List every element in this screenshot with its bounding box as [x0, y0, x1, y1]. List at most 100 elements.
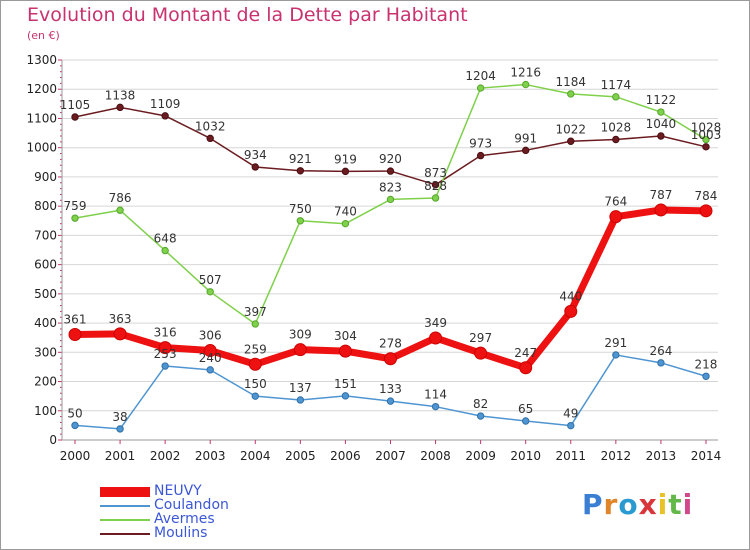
y-tick-label: 600	[34, 258, 57, 272]
data-point-coulandon	[476, 412, 485, 420]
data-point-coulandon	[431, 402, 440, 411]
data-label-moulins: 921	[289, 152, 312, 166]
data-point-coulandon	[251, 392, 259, 400]
data-point-moulins	[702, 143, 710, 151]
data-label-avermes: 1028	[691, 121, 722, 135]
data-point-avermes	[657, 108, 665, 116]
data-point-neuvy	[158, 341, 172, 355]
data-label-avermes: 1184	[555, 75, 586, 89]
data-label-neuvy: 363	[109, 312, 132, 326]
data-point-neuvy	[654, 203, 668, 217]
data-label-avermes: 648	[154, 232, 177, 246]
data-label-coulandon: 291	[604, 336, 627, 350]
data-label-avermes: 750	[289, 202, 312, 216]
y-tick-label: 1100	[26, 111, 57, 125]
data-point-neuvy	[203, 344, 217, 358]
data-point-avermes	[612, 93, 620, 101]
x-tick-label: 2000	[60, 449, 91, 463]
legend-label: Coulandon	[154, 497, 229, 513]
data-label-moulins: 919	[334, 152, 357, 166]
data-label-neuvy: 361	[64, 312, 87, 326]
data-label-neuvy: 304	[334, 329, 357, 343]
data-point-avermes	[476, 84, 485, 92]
data-point-neuvy	[609, 210, 623, 224]
data-label-coulandon: 49	[563, 407, 578, 421]
data-point-coulandon	[296, 396, 305, 404]
x-tick-label: 2003	[195, 449, 226, 463]
data-point-neuvy	[68, 327, 82, 341]
data-label-moulins: 1022	[555, 122, 586, 136]
x-tick-label: 2011	[555, 449, 586, 463]
data-point-neuvy	[474, 346, 488, 360]
x-tick-label: 2001	[105, 449, 136, 463]
logo-letter: o	[618, 488, 639, 521]
data-point-moulins	[567, 137, 575, 145]
data-label-moulins: 1109	[150, 97, 181, 111]
legend-label: Moulins	[154, 525, 208, 541]
data-label-neuvy: 306	[199, 329, 222, 343]
y-tick-label: 500	[34, 287, 57, 301]
y-tick-label: 200	[34, 375, 57, 389]
legend-swatch	[100, 487, 150, 497]
data-point-neuvy	[699, 204, 713, 218]
data-point-avermes	[386, 195, 395, 204]
y-tick-label: 900	[34, 170, 57, 184]
data-point-neuvy	[248, 357, 262, 371]
data-label-moulins: 920	[379, 152, 402, 166]
proxiti-logo: Proxiti	[582, 488, 693, 521]
data-point-avermes	[567, 90, 575, 98]
x-tick-label: 2002	[150, 449, 181, 463]
legend-label: NEUVY	[154, 483, 202, 499]
data-label-avermes: 759	[64, 199, 87, 213]
data-point-moulins	[612, 135, 620, 144]
x-tick-label: 2005	[285, 449, 316, 463]
x-tick-label: 2014	[691, 449, 722, 463]
data-point-coulandon	[341, 392, 350, 400]
data-point-avermes	[522, 80, 530, 89]
logo-letter: x	[638, 488, 658, 521]
data-label-avermes: 740	[334, 205, 357, 219]
data-point-avermes	[341, 219, 350, 228]
x-tick-label: 2010	[510, 449, 541, 463]
unit-label: (en €)	[27, 29, 60, 42]
data-point-coulandon	[386, 397, 395, 405]
legend-swatch	[100, 505, 150, 507]
data-label-coulandon: 150	[244, 377, 267, 391]
data-label-avermes: 786	[109, 191, 132, 205]
y-tick-label: 300	[34, 345, 57, 359]
y-tick-label: 0	[49, 433, 57, 447]
data-point-moulins	[476, 151, 485, 160]
data-label-moulins: 1032	[195, 119, 226, 133]
data-point-avermes	[251, 320, 259, 328]
data-label-neuvy: 247	[514, 346, 537, 360]
logo-letter: P	[582, 488, 604, 521]
data-point-moulins	[431, 181, 440, 189]
x-tick-label: 2007	[375, 449, 406, 463]
data-label-coulandon: 65	[518, 402, 533, 416]
data-label-avermes: 1204	[465, 69, 496, 83]
y-tick-label: 1200	[26, 82, 57, 96]
data-point-moulins	[386, 167, 395, 175]
x-tick-label: 2012	[601, 449, 632, 463]
data-label-neuvy: 316	[154, 326, 177, 340]
data-label-moulins: 1138	[105, 88, 136, 102]
data-point-moulins	[522, 146, 530, 155]
data-label-moulins: 1040	[646, 117, 677, 131]
data-label-moulins: 973	[469, 137, 492, 151]
data-point-neuvy	[338, 344, 352, 358]
data-point-moulins	[341, 167, 350, 176]
data-point-avermes	[296, 217, 305, 225]
data-label-avermes: 828	[424, 179, 447, 193]
logo-letter: i	[657, 488, 669, 521]
data-point-neuvy	[564, 304, 578, 318]
data-label-coulandon: 133	[379, 382, 402, 396]
data-point-moulins	[116, 103, 124, 112]
data-point-avermes	[161, 246, 169, 255]
data-label-coulandon: 50	[67, 406, 82, 420]
data-label-avermes: 1122	[646, 93, 677, 107]
y-tick-label: 1000	[26, 141, 57, 155]
data-point-coulandon	[612, 351, 620, 359]
data-point-coulandon	[657, 359, 665, 367]
data-label-coulandon: 114	[424, 388, 447, 402]
